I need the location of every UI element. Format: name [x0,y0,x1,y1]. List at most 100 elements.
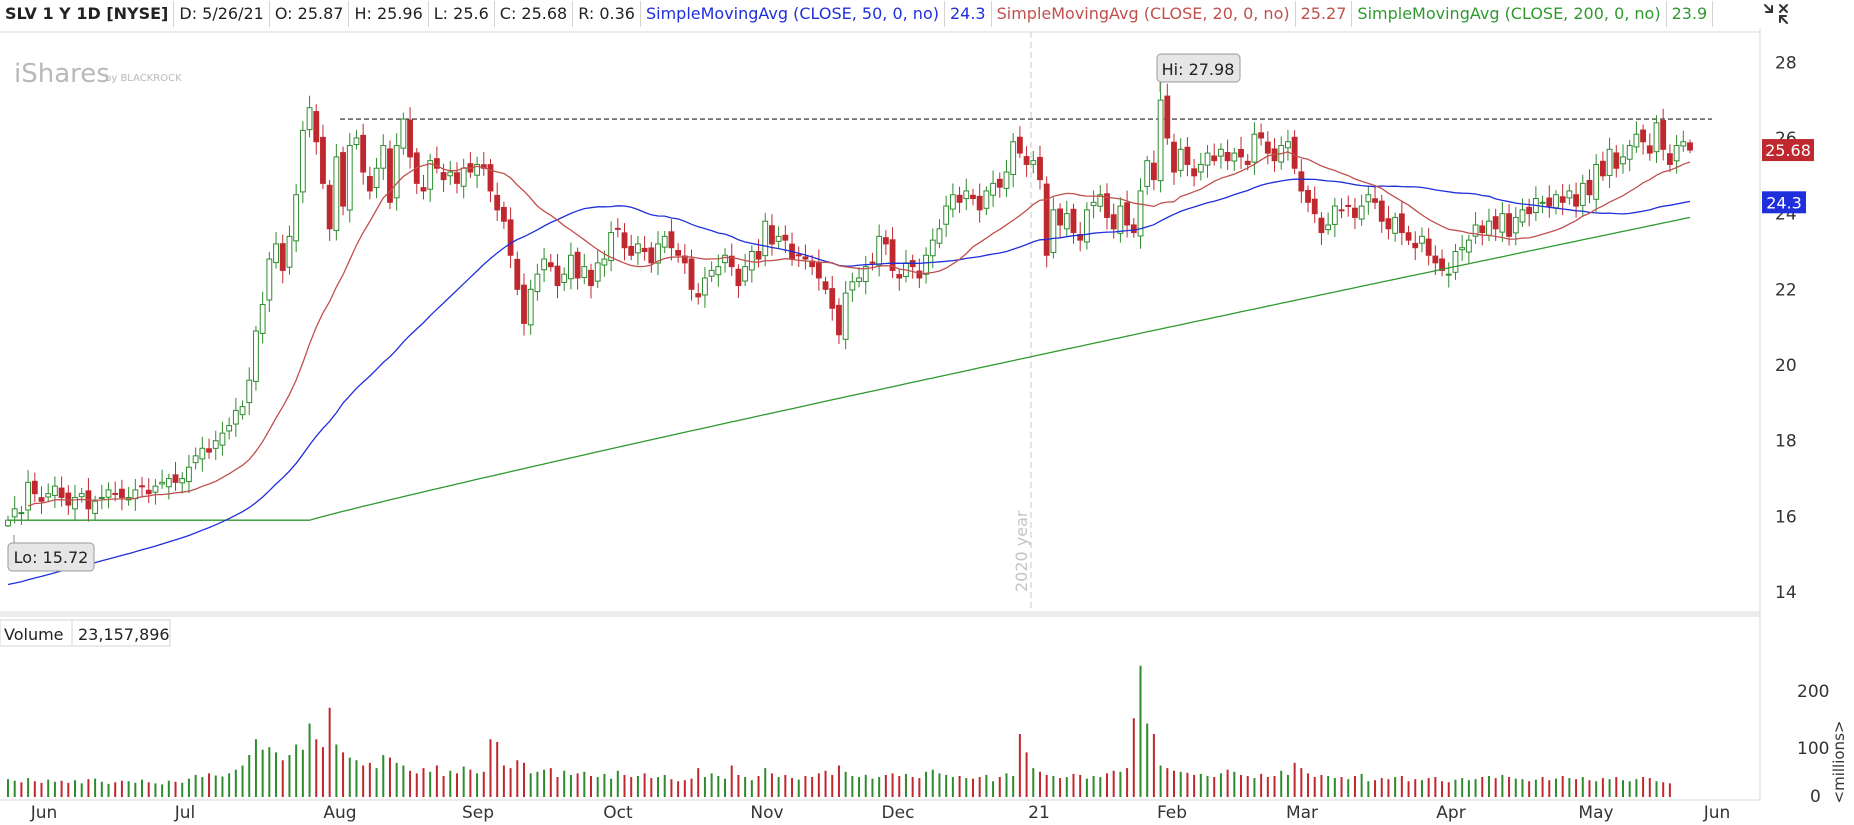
volume-bar[interactable] [1213,777,1216,797]
candle-body[interactable] [25,481,32,511]
candle-body[interactable] [1680,141,1687,147]
candle-body[interactable] [440,172,447,181]
candle-body[interactable] [1573,194,1579,207]
candle-body[interactable] [1439,258,1445,271]
candle-body[interactable] [1412,242,1419,249]
candle-body[interactable] [1224,151,1231,162]
volume-bar[interactable] [603,773,606,797]
candle-body[interactable] [1023,156,1030,165]
volume-bar[interactable] [1608,779,1611,797]
volume-bar[interactable] [1065,777,1068,797]
volume-bar[interactable] [757,776,760,797]
volume-bar[interactable] [931,769,934,797]
sma200-line[interactable] [8,216,1691,521]
candle-body[interactable] [460,167,467,187]
candle-body[interactable] [534,273,541,293]
volume-bar[interactable] [898,776,901,797]
volume-bar[interactable] [1226,769,1229,797]
candle-body[interactable] [1184,146,1191,165]
volume-bar[interactable] [1159,765,1162,798]
volume-bar[interactable] [1360,773,1363,797]
volume-bar[interactable] [174,781,177,797]
candle-body[interactable] [1110,214,1117,230]
candle-body[interactable] [869,261,876,264]
volume-bar[interactable] [864,774,867,797]
candle-body[interactable] [1331,205,1338,225]
volume-bar[interactable] [824,770,827,797]
candle-body[interactable] [541,258,548,271]
volume-bar[interactable] [878,777,881,797]
volume-bar[interactable] [992,781,995,797]
candle-body[interactable] [1063,213,1070,230]
candle-body[interactable] [1050,209,1057,253]
volume-bar[interactable] [1635,779,1638,797]
volume-bar[interactable] [476,773,479,797]
volume-bar[interactable] [7,779,9,797]
candle-body[interactable] [822,281,829,290]
candle-body[interactable] [949,194,956,210]
candle-body[interactable] [1238,148,1244,158]
candle-body[interactable] [246,379,253,404]
volume-bar[interactable] [328,707,331,797]
candle-body[interactable] [1398,213,1405,234]
volume-bar[interactable] [1025,752,1028,797]
volume-bar[interactable] [831,774,834,797]
volume-bar[interactable] [522,762,525,797]
volume-bar[interactable] [362,765,365,798]
candle-body[interactable] [433,158,440,169]
candle-body[interactable] [829,288,836,309]
candle-body[interactable] [547,262,554,268]
volume-bar[interactable] [925,771,928,797]
candle-body[interactable] [614,227,621,230]
candle-body[interactable] [1593,163,1600,200]
volume-bar[interactable] [1374,780,1377,797]
volume-bar[interactable] [1307,773,1310,797]
volume-bar[interactable] [583,771,586,797]
volume-bar[interactable] [590,776,593,797]
candle-body[interactable] [567,254,574,280]
volume-bar[interactable] [1400,776,1403,797]
volume-bar[interactable] [1300,768,1303,797]
volume-bar[interactable] [569,774,572,797]
volume-bar[interactable] [248,755,251,797]
candle-body[interactable] [594,262,601,282]
volume-bar[interactable] [791,778,794,797]
candle-body[interactable] [306,107,313,131]
candle-body[interactable] [1137,190,1144,237]
volume-bar[interactable] [348,757,351,797]
volume-bar[interactable] [657,777,660,797]
volume-bar[interactable] [1487,776,1490,797]
volume-bar[interactable] [87,779,90,797]
volume-bar[interactable] [214,775,217,797]
volume-bar[interactable] [1193,774,1196,797]
candle-body[interactable] [447,171,454,177]
candle-body[interactable] [286,235,293,268]
volume-bar[interactable] [1286,774,1289,797]
volume-bar[interactable] [1085,778,1088,797]
volume-bar[interactable] [74,780,77,797]
candle-body[interactable] [1459,247,1466,251]
volume-bar[interactable] [1481,777,1484,797]
volume-bar[interactable] [1541,777,1544,797]
candle-body[interactable] [366,176,373,192]
candle-body[interactable] [51,485,58,496]
candle-body[interactable] [929,239,936,257]
volume-bar[interactable] [395,762,398,797]
volume-bar[interactable] [261,749,264,797]
candle-body[interactable] [5,519,11,527]
candle-body[interactable] [152,485,159,493]
volume-bar[interactable] [677,781,680,797]
candle-body[interactable] [1197,163,1204,173]
volume-bar[interactable] [1347,779,1350,797]
candle-body[interactable] [1419,235,1425,244]
volume-bar[interactable] [817,773,820,797]
candle-body[interactable] [454,172,460,184]
volume-bar[interactable] [107,783,110,797]
volume-bar[interactable] [1414,779,1417,797]
volume-bar[interactable] [1313,777,1316,797]
candle-body[interactable] [1579,182,1586,206]
volume-bar[interactable] [737,774,740,797]
volume-bar[interactable] [1367,781,1370,797]
volume-bar[interactable] [703,777,706,797]
